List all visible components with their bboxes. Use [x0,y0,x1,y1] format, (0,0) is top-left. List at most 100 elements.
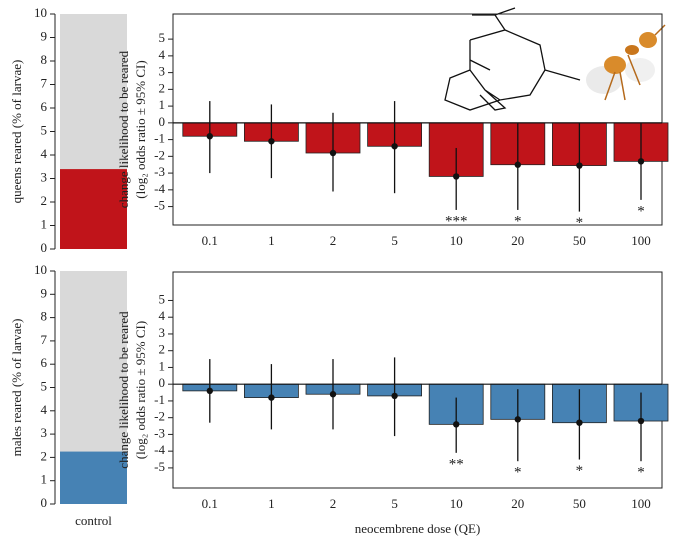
y-tick-label: 2 [41,193,48,208]
point [453,173,460,180]
y-tick-label: 4 [159,308,166,323]
bar [60,169,127,249]
y-tick-label: 5 [41,122,48,137]
y-axis-label: change likelihood to be reared [116,50,131,208]
y-tick-label: 8 [41,52,48,67]
y-tick-label: 4 [41,402,48,417]
y-tick-label: 5 [159,291,166,306]
significance-label: * [637,465,645,481]
y-tick-label: 8 [41,309,48,324]
y-tick-label: -2 [154,409,165,424]
y-tick-label: 10 [34,5,47,20]
y-tick-label: 6 [41,355,48,370]
y-tick-label: 5 [41,378,48,393]
x-tick-label: 10 [450,233,463,248]
y-tick-label: 9 [41,285,48,300]
y-tick-label: 3 [41,425,48,440]
y-tick-label: -5 [154,198,165,213]
y-tick-label: -2 [154,147,165,162]
point [329,391,337,398]
significance-label: * [576,463,584,479]
y-tick-label: -1 [154,392,165,407]
y-tick-label: 1 [41,216,48,231]
y-tick-label: 7 [41,332,48,347]
point [514,416,521,423]
y-tick-label: 0 [41,240,48,255]
point [268,138,275,145]
y-tick-label: -3 [154,164,165,179]
x-tick-label: 20 [511,233,524,248]
y-tick-label: 5 [159,30,166,45]
y-tick-label: 1 [159,97,166,112]
y-axis-label: males reared (% of larvae) [9,319,24,457]
x-tick-label: 1 [268,496,275,511]
significance-label: * [637,203,645,219]
point [206,133,213,140]
x-tick-label: 10 [450,496,463,511]
significance-label: * [576,215,584,231]
x-axis-label: neocembrene dose (QE) [355,521,481,536]
molecule-illustration [444,7,581,111]
y-tick-label: 2 [159,342,166,357]
y-tick-label: 4 [41,146,48,161]
point [329,149,337,157]
x-tick-label: 1 [268,233,275,248]
significance-label: *** [445,213,468,229]
y-tick-label: 3 [41,169,48,184]
x-tick-label: 100 [631,496,651,511]
significance-label: * [514,213,522,229]
x-tick-label: 2 [330,496,337,511]
point [576,162,583,169]
x-tick-label: 2 [330,233,337,248]
y-tick-label: 7 [41,75,48,90]
point [514,161,521,168]
y-axis-label: (log₂ odds ratio ± 95% CI) [133,321,148,459]
point [453,421,460,428]
point [637,417,645,425]
bar [60,451,127,504]
x-tick-label: 0.1 [202,233,218,248]
y-tick-label: 4 [159,47,166,62]
point [637,158,645,165]
y-tick-label: -1 [154,131,165,146]
y-tick-label: 9 [41,28,48,43]
y-tick-label: 3 [159,325,166,340]
significance-label: * [514,465,522,481]
x-tick-label: 100 [631,233,651,248]
y-axis-label: change likelihood to be reared [116,311,131,469]
y-tick-label: -4 [154,442,165,457]
x-tick-label: 5 [391,233,398,248]
x-tick-label: 50 [573,496,586,511]
y-tick-label: 2 [41,448,48,463]
y-tick-label: 1 [159,358,166,373]
y-tick-label: 1 [41,472,48,487]
point [391,143,398,150]
x-tick-label: control [75,513,112,528]
y-tick-label: 0 [159,114,166,129]
y-tick-label: 6 [41,99,48,114]
x-tick-label: 5 [391,496,398,511]
y-tick-label: 3 [159,64,166,79]
y-axis-label: (log₂ odds ratio ± 95% CI) [133,60,148,198]
x-tick-label: 50 [573,233,586,248]
point [391,392,398,400]
y-tick-label: -3 [154,425,165,440]
ant-illustration [586,24,666,101]
y-axis-label: queens reared (% of larvae) [9,60,24,204]
point [206,387,213,395]
y-tick-label: 10 [34,262,47,277]
x-tick-label: 20 [511,496,524,511]
y-tick-label: 2 [159,80,166,95]
y-tick-label: 0 [41,495,48,510]
plot-frame [172,271,663,489]
point [576,419,583,426]
y-tick-label: -5 [154,459,165,474]
y-tick-label: -4 [154,181,165,196]
x-tick-label: 0.1 [202,496,218,511]
y-tick-label: 0 [159,375,166,390]
point [268,394,275,401]
plot-frame [172,13,663,226]
significance-label: ** [449,456,464,472]
